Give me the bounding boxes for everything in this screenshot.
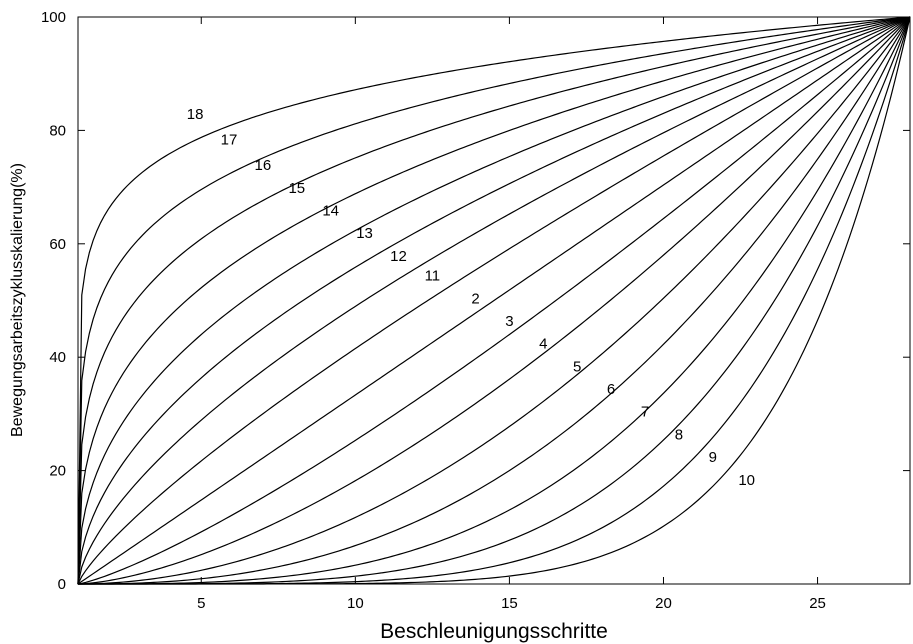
curve-12 [77, 16, 911, 585]
curve-11 [77, 16, 911, 585]
curve-label-13: 13 [356, 225, 373, 242]
curve-label-12: 12 [390, 248, 407, 265]
y-tick-label: 80 [49, 122, 66, 139]
curve-label-5: 5 [573, 358, 581, 375]
curve-label-11: 11 [425, 268, 441, 285]
curve-label-7: 7 [641, 404, 649, 421]
curve-4 [77, 16, 911, 585]
y-tick-label: 40 [49, 349, 66, 366]
curve-label-10: 10 [738, 472, 755, 489]
curve-18 [77, 16, 911, 585]
curve-label-15: 15 [288, 180, 305, 197]
curve-6 [78, 16, 911, 585]
curve-label-4: 4 [539, 336, 547, 353]
y-tick-label: 100 [41, 9, 66, 26]
curve-13 [77, 16, 911, 585]
curve-14 [77, 16, 911, 585]
plot-frame [77, 16, 911, 585]
curve-17 [77, 16, 911, 585]
curve-labels-layer: 18 17 16 15 14 13 12 11 2 3 4 5 6 7 8 9 10 [187, 106, 755, 489]
x-tick-label: 15 [501, 595, 518, 612]
curve-10 [78, 16, 911, 585]
curve-label-3: 3 [505, 313, 513, 330]
curve-label-8: 8 [675, 426, 683, 443]
curve-label-6: 6 [607, 381, 615, 398]
x-tick-label: 20 [655, 595, 672, 612]
curve-label-2: 2 [471, 290, 479, 307]
y-tick-label: 60 [49, 236, 66, 253]
curve-3 [77, 16, 911, 585]
y-tick-label: 20 [49, 463, 66, 480]
curve-2 [77, 16, 911, 585]
x-axis-title: Beschleunigungsschritte [380, 620, 608, 643]
curve-label-9: 9 [709, 449, 717, 466]
x-tick-label: 5 [197, 595, 205, 612]
curve-15 [77, 16, 911, 585]
curve-label-18: 18 [187, 106, 204, 123]
curve-5 [77, 16, 911, 585]
curve-label-17: 17 [221, 132, 238, 149]
curve-label-14: 14 [322, 202, 339, 219]
x-tick-label: 10 [347, 595, 364, 612]
y-tick-label: 0 [58, 576, 66, 593]
curves-layer [77, 16, 911, 585]
curve-label-16: 16 [255, 157, 272, 174]
x-tick-label: 25 [809, 595, 826, 612]
curve-7 [78, 16, 911, 585]
y-axis-title: Bewegungsarbeitszyklusskalierung(%) [9, 163, 26, 437]
curve-16 [77, 16, 911, 585]
